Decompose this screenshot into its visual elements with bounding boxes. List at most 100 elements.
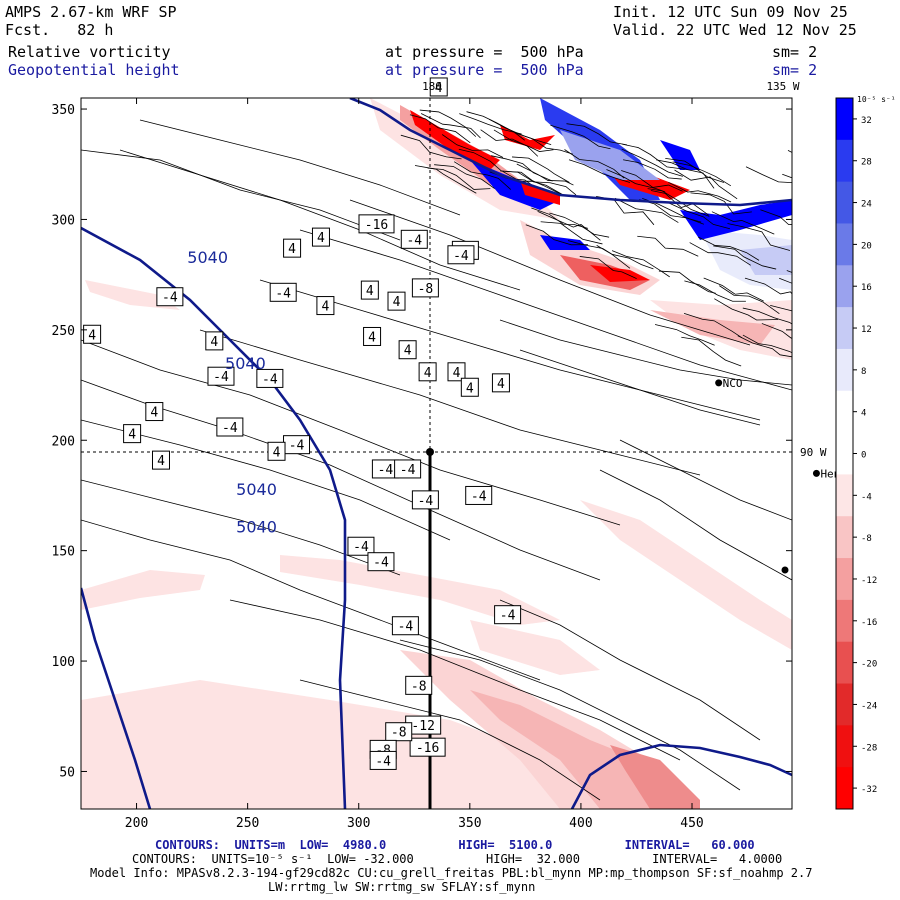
vorticity-contour-label: -4	[411, 490, 439, 510]
vorticity-contour-line	[770, 304, 792, 312]
colorbar-level-label: -12	[861, 576, 877, 586]
colorbar-level-label: -32	[861, 785, 877, 795]
vorticity-shade-region	[680, 200, 792, 240]
vorticity-contour-line	[711, 211, 775, 235]
colorbar-level-label: 20	[861, 241, 872, 251]
vorticity-contour-label: -4	[447, 245, 475, 265]
colorbar-level-label: 12	[861, 325, 872, 335]
vorticity-contour-label: 4	[429, 77, 448, 97]
vorticity-contour-label: 4	[283, 238, 302, 258]
vorticity-contour-info: CONTOURS: UNITS=10⁻⁵ s⁻¹ LOW= -32.000 HI…	[132, 852, 783, 866]
vorticity-shade-region	[650, 310, 775, 345]
geopotential-height-contour	[349, 98, 792, 207]
model-name: AMPS 2.67-km WRF SP	[5, 3, 177, 21]
vorticity-shade-region	[470, 620, 600, 675]
vorticity-contour-line	[434, 164, 495, 189]
vorticity-contour-line	[658, 270, 716, 294]
meridian-label-180: 180	[422, 80, 442, 93]
vorticity-contour-line	[719, 285, 780, 315]
vorticity-contour-line	[703, 277, 764, 302]
vorticity-contour-label: 4	[145, 402, 164, 422]
x-tick-label: 200	[125, 816, 148, 831]
station-edge-marker	[781, 566, 789, 574]
colorbar-swatch	[836, 474, 853, 517]
vorticity-contour-line	[567, 240, 631, 269]
vorticity-contour-label: -16	[358, 214, 395, 234]
svg-text:-16: -16	[365, 218, 388, 233]
vorticity-contour-line	[500, 170, 563, 196]
vorticity-contour-line	[419, 109, 477, 137]
vorticity-contour-line	[550, 124, 611, 150]
vorticity-contour-line	[499, 319, 792, 386]
vorticity-contour-line	[579, 256, 637, 280]
vorticity-contour-line	[619, 439, 792, 521]
vorticity-contour-line	[656, 159, 715, 189]
colorbar-swatch	[836, 432, 853, 475]
svg-text:-8: -8	[391, 726, 407, 741]
vorticity-contour-label: -12	[405, 715, 442, 735]
svg-text:4: 4	[453, 366, 461, 381]
valid-time: Valid. 22 UTC Wed 12 Nov 25	[613, 21, 857, 39]
vorticity-contour-line	[81, 419, 451, 541]
x-tick-label: 400	[569, 816, 592, 831]
colorbar-units: 10⁻⁵ s⁻¹	[857, 95, 896, 104]
vorticity-contour-line	[714, 298, 779, 321]
vorticity-contour-line	[742, 307, 792, 325]
colorbar-swatch	[836, 181, 853, 224]
vorticity-contour-line	[299, 679, 601, 801]
vorticity-contour-line	[621, 148, 683, 177]
vorticity-contour-line	[564, 149, 625, 179]
vorticity-contour-line	[493, 129, 554, 152]
height-contour-label: 5040	[236, 480, 277, 499]
svg-text:-4: -4	[222, 421, 238, 436]
colorbar-level-label: 8	[861, 367, 866, 377]
vorticity-contour-line	[654, 324, 715, 346]
vorticity-contour-line	[516, 163, 574, 186]
svg-text:4: 4	[273, 445, 281, 460]
vorticity-contour-line	[299, 229, 792, 391]
colorbar-swatch	[836, 767, 853, 810]
svg-text:4: 4	[368, 330, 376, 345]
vorticity-contour-line	[409, 114, 471, 144]
vorticity-contour-line	[568, 159, 631, 183]
vorticity-contour-line	[637, 235, 699, 257]
vorticity-shade-region	[560, 130, 660, 180]
vorticity-contour-label: -4	[216, 417, 244, 437]
svg-text:4: 4	[317, 231, 325, 246]
svg-text:4: 4	[150, 406, 158, 421]
svg-text:-4: -4	[418, 494, 434, 509]
svg-text:-4: -4	[471, 489, 487, 504]
pressure-level-vorticity: at pressure = 500 hPa	[385, 43, 584, 61]
field-name-vorticity: Relative vorticity	[8, 43, 171, 61]
vorticity-shade-region	[85, 280, 180, 310]
vorticity-shade-region	[280, 555, 560, 625]
vorticity-contour-label: -4	[156, 287, 184, 307]
vorticity-contour-label: -4	[465, 485, 493, 505]
vorticity-contour-label: 4	[205, 331, 224, 351]
vorticity-shade-region	[580, 500, 792, 650]
vorticity-contour-label: 4	[151, 450, 170, 470]
pressure-level-height: at pressure = 500 hPa	[385, 61, 584, 79]
vorticity-contour-label: 4	[460, 377, 479, 397]
svg-text:-4: -4	[289, 439, 305, 454]
vorticity-contour-line	[549, 212, 610, 238]
vorticity-contour-label: -4	[269, 282, 297, 302]
vorticity-contour-line	[540, 221, 603, 245]
svg-text:-8: -8	[418, 282, 434, 297]
vorticity-contour-label: -4	[369, 750, 397, 770]
vorticity-shade-region	[500, 125, 555, 150]
vorticity-contour-line	[650, 190, 709, 216]
colorbar-swatch	[836, 725, 853, 768]
colorbar-level-label: 32	[861, 116, 872, 126]
svg-text:4: 4	[88, 328, 96, 343]
svg-text:4: 4	[404, 344, 412, 359]
forecast-hour: Fcst. 82 h	[5, 21, 114, 39]
vorticity-contour-label: 4	[387, 291, 406, 311]
svg-text:4: 4	[435, 81, 443, 96]
svg-text:-8: -8	[411, 679, 427, 694]
colorbar-frame	[835, 97, 854, 810]
vorticity-contour-label: -4	[367, 552, 395, 572]
vorticity-contour-line	[459, 113, 522, 135]
parallel-label-90w: 90 W	[800, 446, 827, 459]
